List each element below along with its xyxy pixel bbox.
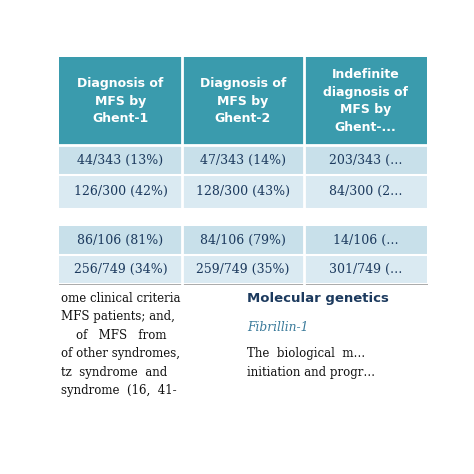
Text: 301/749 (…: 301/749 (… <box>328 263 402 276</box>
Bar <box>182 146 304 175</box>
Bar <box>59 209 427 226</box>
Text: 256/749 (34%): 256/749 (34%) <box>73 263 167 276</box>
Text: Diagnosis of
MFS by
Ghent-1: Diagnosis of MFS by Ghent-1 <box>77 77 164 125</box>
Text: 259/749 (35%): 259/749 (35%) <box>196 263 290 276</box>
Bar <box>304 146 427 175</box>
Text: Indefinite
diagnosis of
MFS by
Ghent-...: Indefinite diagnosis of MFS by Ghent-... <box>323 68 408 134</box>
Bar <box>182 255 304 284</box>
Text: 84/300 (2…: 84/300 (2… <box>328 185 402 198</box>
Bar <box>59 226 182 255</box>
Text: 47/343 (14%): 47/343 (14%) <box>200 154 286 166</box>
Text: 84/106 (79%): 84/106 (79%) <box>200 234 286 246</box>
Text: 86/106 (81%): 86/106 (81%) <box>77 234 164 246</box>
Bar <box>304 175 427 209</box>
Text: 128/300 (43%): 128/300 (43%) <box>196 185 290 198</box>
Text: 126/300 (42%): 126/300 (42%) <box>73 185 167 198</box>
Text: 203/343 (…: 203/343 (… <box>328 154 402 166</box>
Bar <box>182 226 304 255</box>
Text: Diagnosis of
MFS by
Ghent-2: Diagnosis of MFS by Ghent-2 <box>200 77 286 125</box>
Text: 14/106 (…: 14/106 (… <box>333 234 398 246</box>
Bar <box>304 255 427 284</box>
Text: ome clinical criteria
MFS patients; and,
    of   MFS   from
of other syndromes,: ome clinical criteria MFS patients; and,… <box>61 292 180 397</box>
Bar <box>59 255 182 284</box>
Bar <box>59 175 182 209</box>
Bar <box>59 146 182 175</box>
Bar <box>304 57 427 146</box>
Bar <box>182 175 304 209</box>
Text: 44/343 (13%): 44/343 (13%) <box>77 154 164 166</box>
Text: Molecular genetics: Molecular genetics <box>247 292 389 305</box>
Text: Fibrillin-1: Fibrillin-1 <box>247 321 308 334</box>
Bar <box>304 226 427 255</box>
Bar <box>59 57 182 146</box>
Bar <box>182 57 304 146</box>
Text: The  biological  m…
initiation and progr…: The biological m… initiation and progr… <box>247 347 375 379</box>
